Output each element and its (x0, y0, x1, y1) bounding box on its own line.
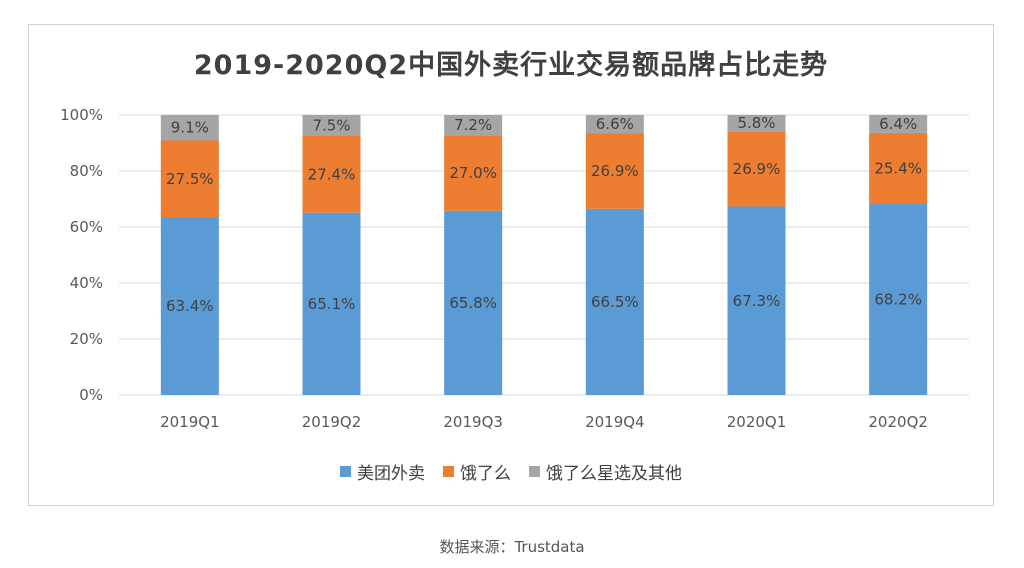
bar-segment (444, 210, 503, 395)
bar-data-label: 6.6% (596, 115, 634, 133)
legend-item: 饿了么星选及其他 (529, 459, 682, 484)
bar-segment (302, 115, 361, 136)
bar-data-label: 67.3% (733, 292, 781, 310)
bar-data-label: 9.1% (171, 119, 209, 137)
bar-data-label: 26.9% (733, 160, 781, 178)
bar-segment (302, 212, 361, 395)
data-source-note: 数据来源：Trustdata (439, 538, 585, 556)
x-tick-label: 2019Q2 (302, 413, 362, 431)
bar-data-label: 27.5% (166, 170, 214, 188)
chart-title: 2019-2020Q2中国外卖行业交易额品牌占比走势 (193, 50, 829, 81)
bar-segment (444, 135, 503, 211)
bar-data-label: 25.4% (874, 159, 922, 177)
legend-swatch (340, 466, 351, 477)
bar-segment (585, 115, 644, 134)
bar-data-label: 7.5% (312, 117, 350, 135)
bar-segment (160, 140, 219, 218)
legend-label: 饿了么 (460, 464, 511, 484)
y-tick-label: 100% (60, 106, 103, 124)
bar-data-label: 6.4% (879, 115, 917, 133)
bar-segment (444, 115, 503, 136)
y-tick-label: 80% (70, 162, 103, 180)
bar-data-label: 68.2% (874, 291, 922, 309)
legend-swatch (443, 466, 454, 477)
bar-segment (727, 206, 786, 395)
bar-segment (727, 131, 786, 207)
bar-segment (585, 133, 644, 209)
legend-label: 饿了么星选及其他 (546, 464, 682, 484)
legend-item: 饿了么 (443, 459, 511, 484)
x-tick-label: 2020Q2 (868, 413, 928, 431)
y-tick-label: 60% (70, 218, 103, 236)
bar-segment (160, 217, 219, 395)
bar-segment (869, 132, 928, 205)
bar-data-label: 27.0% (449, 164, 497, 182)
bar-data-label: 66.5% (591, 293, 639, 311)
x-tick-label: 2019Q1 (160, 413, 220, 431)
bar-segment (160, 115, 219, 141)
bar-segment (727, 115, 786, 132)
chart-card: 2019-2020Q2中国外卖行业交易额品牌占比走势 0% 20% 40% 60% 80… (28, 24, 994, 506)
bar-data-label: 26.9% (591, 162, 639, 180)
bar-data-label: 5.8% (737, 114, 775, 132)
bar-segment (869, 204, 928, 395)
y-tick-label: 40% (70, 274, 103, 292)
bar-data-label: 7.2% (454, 116, 492, 134)
legend-swatch (529, 466, 540, 477)
x-tick-label: 2019Q3 (443, 413, 503, 431)
y-tick-label: 20% (70, 330, 103, 348)
x-tick-label: 2020Q1 (727, 413, 787, 431)
bar-segment (869, 115, 928, 133)
chart-legend: 美团外卖 饿了么 饿了么星选及其他 (29, 459, 993, 484)
y-tick-label: 0% (79, 386, 103, 404)
bar-data-label: 27.4% (308, 165, 356, 183)
legend-label: 美团外卖 (357, 464, 425, 484)
stacked-bar-chart: 0% 20% 40% 60% 80% 100% 63.4% 27.5% 9.1% 2019Q1 65… (60, 106, 969, 431)
bar-segment (585, 208, 644, 395)
x-tick-label: 2019Q4 (585, 413, 645, 431)
bar-data-label: 63.4% (166, 297, 214, 315)
bar-segment (302, 136, 361, 213)
legend-item: 美团外卖 (340, 459, 425, 484)
bar-data-label: 65.8% (449, 294, 497, 312)
bar-data-label: 65.1% (308, 295, 356, 313)
